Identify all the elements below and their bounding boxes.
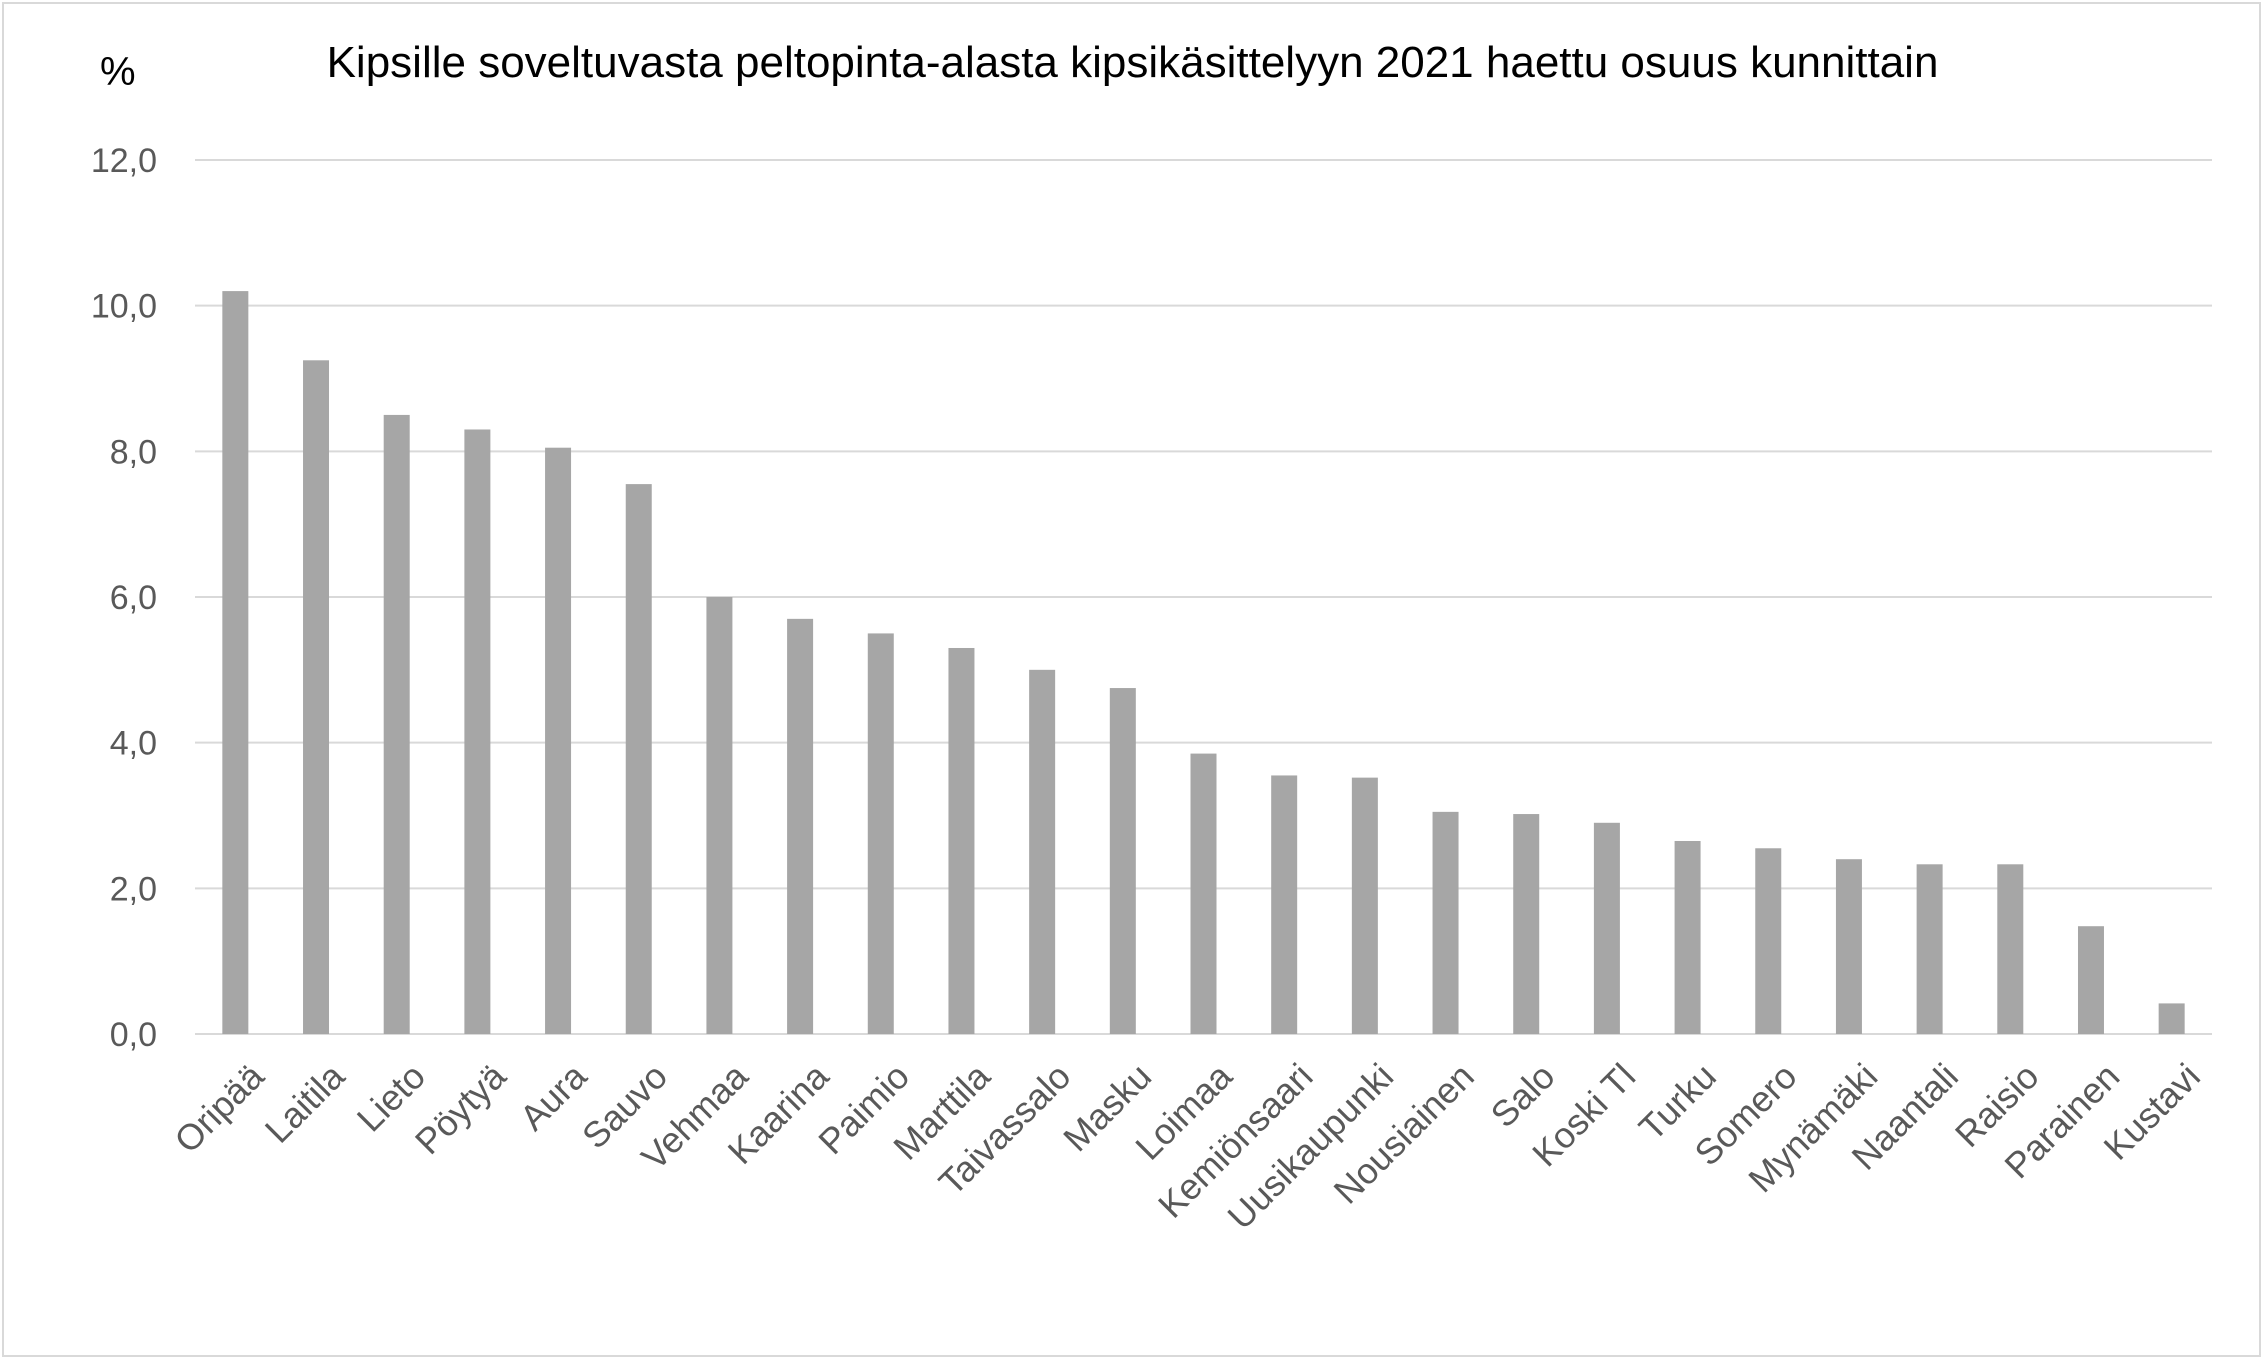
y-axis-ticks: 0,0 2,0 4,0 6,0 8,0 10,0 12,0 <box>91 142 157 1054</box>
x-tick-label: Laitila <box>257 1055 353 1151</box>
bar <box>1513 814 1540 1034</box>
x-axis-labels: OripääLaitilaLietoPöytyäAuraSauvoVehmaaK… <box>166 1055 2208 1238</box>
chart-title: Kipsille soveltuvasta peltopinta-alasta … <box>326 38 1939 87</box>
bar <box>1029 669 1056 1034</box>
bar <box>1835 859 1862 1034</box>
bar <box>1997 864 2024 1034</box>
y-tick-label: 2,0 <box>110 870 157 908</box>
gridlines <box>195 159 2212 1035</box>
bar <box>948 647 975 1034</box>
bar <box>1351 777 1378 1034</box>
y-tick-label: 12,0 <box>91 142 157 180</box>
bar <box>1109 688 1136 1034</box>
y-tick-label: 8,0 <box>110 433 157 471</box>
bar <box>867 633 894 1034</box>
bar <box>1674 840 1701 1034</box>
bar <box>1432 811 1459 1034</box>
bar <box>545 447 572 1035</box>
bar <box>1593 822 1620 1034</box>
bar <box>2158 1003 2185 1034</box>
bar <box>1755 848 1782 1034</box>
bar <box>464 429 491 1034</box>
bars <box>222 291 2185 1035</box>
y-tick-label: 4,0 <box>110 725 157 763</box>
y-tick-label: 10,0 <box>91 288 157 326</box>
y-tick-label: 0,0 <box>110 1016 157 1054</box>
y-axis-unit-label: % <box>100 50 136 94</box>
bar <box>625 484 652 1034</box>
bar <box>1271 775 1298 1034</box>
bar <box>1190 753 1217 1034</box>
bar <box>383 414 410 1035</box>
bar <box>787 618 814 1034</box>
y-tick-label: 6,0 <box>110 579 157 617</box>
bar <box>2077 926 2104 1034</box>
x-tick-label: Pöytyä <box>407 1055 515 1163</box>
bar <box>222 291 249 1035</box>
bar <box>303 360 330 1035</box>
bar <box>706 597 733 1034</box>
bar <box>1916 864 1943 1034</box>
x-tick-label: Oripää <box>166 1055 272 1161</box>
